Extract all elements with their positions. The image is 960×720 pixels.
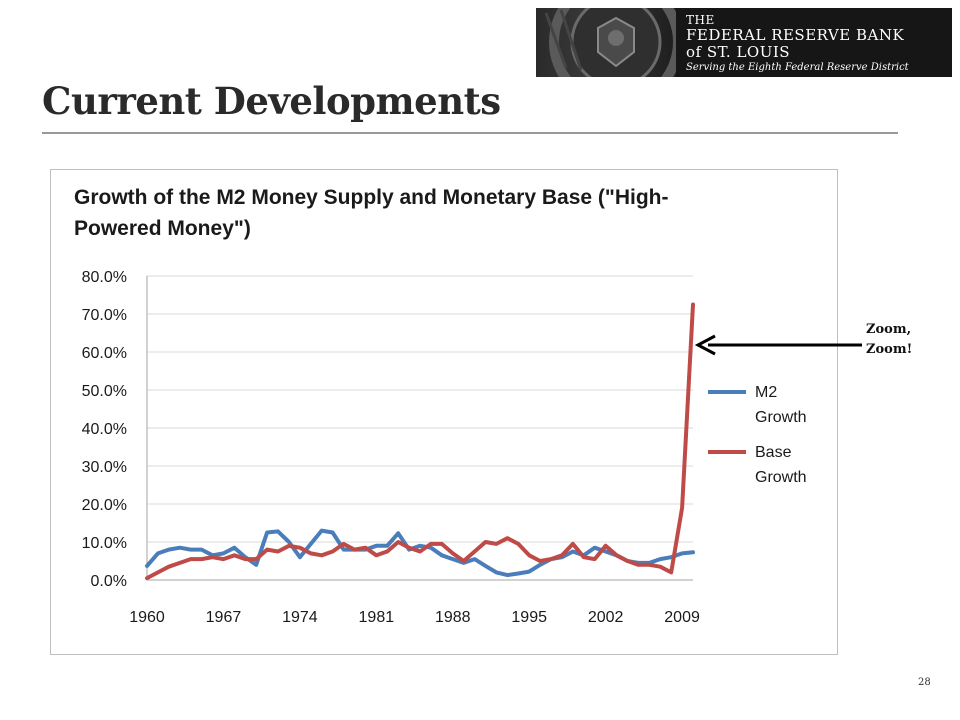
legend-label: Growth: [755, 409, 807, 426]
zoom-annotation-line-2: Zoom!: [866, 342, 913, 357]
x-tick-label: 2009: [664, 609, 700, 626]
series-line-base: [145, 302, 695, 581]
arrow-head: [694, 334, 716, 356]
federal-reserve-logo: THE FEDERAL RESERVE BANK of ST. LOUIS Se…: [536, 8, 952, 77]
x-tick-label: 1995: [511, 609, 547, 626]
legend: M2 Growth Base Growth: [708, 384, 807, 486]
y-axis-ticks: 0.0% 10.0% 20.0% 30.0% 40.0% 50.0% 60.0% 70.0% 8…: [82, 269, 127, 590]
x-tick-label: 1967: [206, 609, 242, 626]
title-divider: [42, 132, 898, 134]
series-lines: [145, 302, 695, 581]
x-tick-label: 1981: [359, 609, 395, 626]
x-tick-label: 2002: [588, 609, 624, 626]
zoom-arrow-icon: [694, 334, 862, 356]
page-title: Current Developments: [42, 79, 501, 123]
y-tick-label: 30.0%: [82, 459, 127, 476]
y-tick-label: 20.0%: [82, 497, 127, 514]
legend-label: M2: [755, 384, 777, 401]
logo-tagline: Serving the Eighth Federal Reserve Distr…: [686, 62, 909, 73]
logo-line-1: THE: [686, 13, 715, 27]
x-tick-label: 1988: [435, 609, 471, 626]
grid-lines: [146, 275, 693, 581]
zoom-annotation-line-1: Zoom,: [866, 322, 912, 337]
y-tick-label: 10.0%: [82, 535, 127, 552]
y-tick-label: 0.0%: [91, 573, 127, 590]
y-tick-label: 60.0%: [82, 345, 127, 362]
chart-title: Growth of the M2 Money Supply and Moneta…: [74, 186, 669, 240]
logo-line-3: of ST. LOUIS: [686, 43, 791, 61]
fed-seal-icon: [536, 8, 683, 77]
x-tick-label: 1960: [129, 609, 165, 626]
legend-label: Growth: [755, 469, 807, 486]
x-tick-label: 1974: [282, 609, 318, 626]
legend-label: Base: [755, 444, 792, 461]
y-tick-label: 80.0%: [82, 269, 127, 286]
y-tick-label: 70.0%: [82, 307, 127, 324]
chart-frame: [50, 169, 838, 655]
slide-number: 28: [918, 677, 931, 688]
y-tick-label: 40.0%: [82, 421, 127, 438]
zoom-annotation: Zoom, Zoom!: [866, 320, 912, 360]
y-tick-label: 50.0%: [82, 383, 127, 400]
x-axis-ticks: 1960 1967 1974 1981 1988 1995 2002 2009: [129, 609, 700, 626]
logo-line-2: FEDERAL RESERVE BANK: [686, 26, 905, 44]
